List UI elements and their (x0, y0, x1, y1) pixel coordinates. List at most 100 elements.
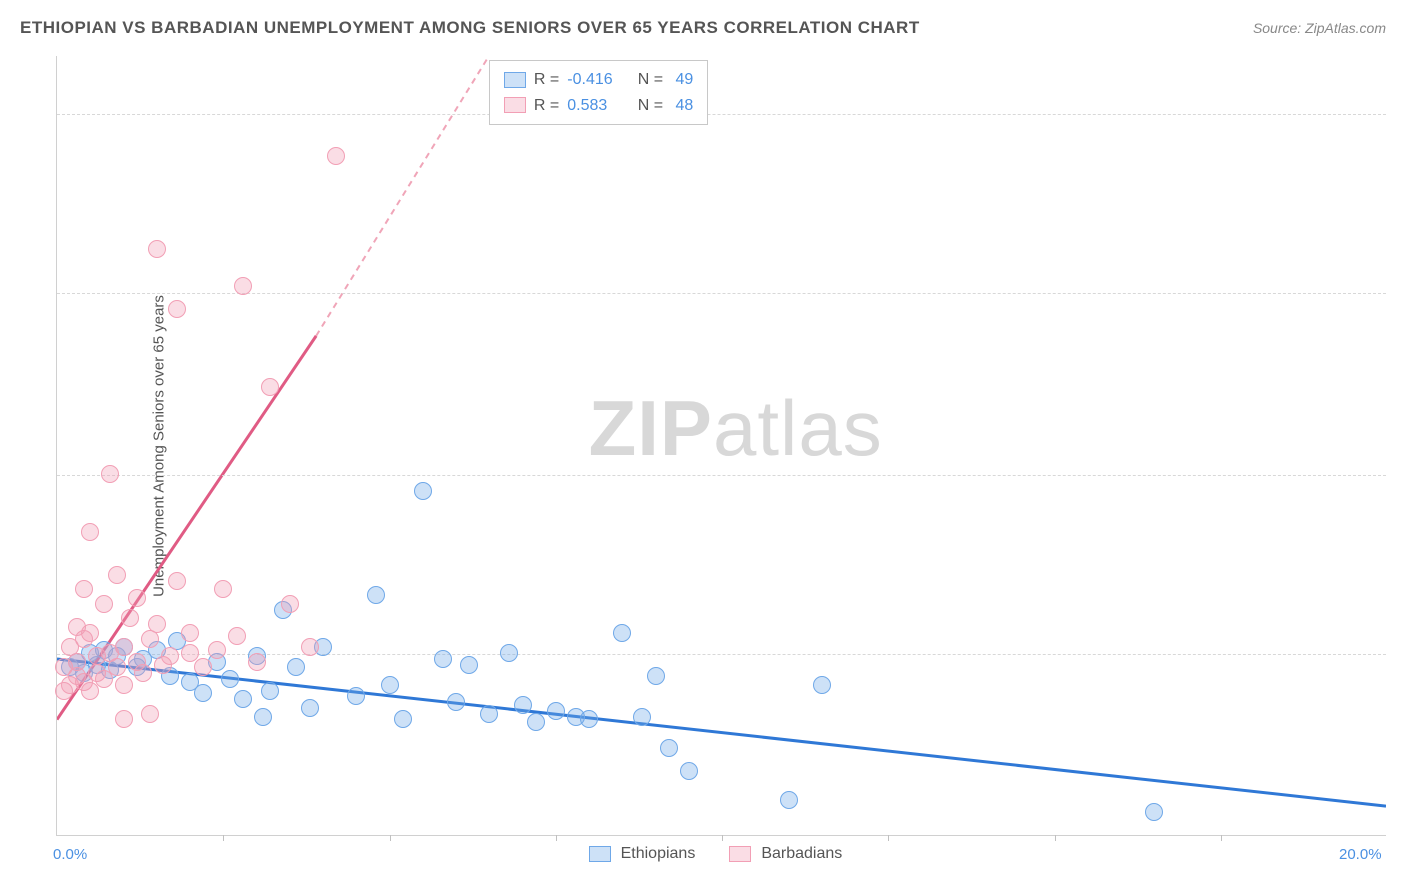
series-legend: Ethiopians Barbadians (589, 845, 867, 863)
data-point (281, 595, 299, 613)
legend-swatch (504, 97, 526, 113)
legend-r-label: R = (534, 93, 559, 119)
data-point (647, 667, 665, 685)
data-point (480, 705, 498, 723)
data-point (547, 702, 565, 720)
data-point (680, 762, 698, 780)
legend-n-value: 48 (671, 93, 693, 119)
x-tick (722, 835, 723, 841)
data-point (194, 658, 212, 676)
legend-row: R = -0.416 N = 49 (504, 67, 693, 93)
data-point (214, 580, 232, 598)
data-point (301, 699, 319, 717)
plot-area: ZIPatlas 6.3%12.5%18.8%25.0%0.0%20.0%R =… (56, 56, 1386, 836)
chart-title: ETHIOPIAN VS BARBADIAN UNEMPLOYMENT AMON… (20, 18, 920, 38)
y-tick-label: 18.8% (1394, 284, 1406, 301)
legend-r-value: 0.583 (567, 93, 625, 119)
watermark-light: atlas (713, 384, 883, 472)
y-tick-label: 6.3% (1394, 646, 1406, 663)
data-point (168, 300, 186, 318)
data-point (68, 653, 86, 671)
data-point (813, 676, 831, 694)
data-point (514, 696, 532, 714)
data-point (101, 465, 119, 483)
data-point (500, 644, 518, 662)
y-tick-label: 12.5% (1394, 466, 1406, 483)
data-point (181, 644, 199, 662)
x-tick (1221, 835, 1222, 841)
data-point (81, 624, 99, 642)
data-point (780, 791, 798, 809)
data-point (161, 647, 179, 665)
data-point (347, 687, 365, 705)
source-label: Source: ZipAtlas.com (1253, 20, 1386, 36)
data-point (141, 705, 159, 723)
x-tick (888, 835, 889, 841)
data-point (234, 277, 252, 295)
data-point (527, 713, 545, 731)
data-point (181, 624, 199, 642)
data-point (75, 580, 93, 598)
data-point (168, 572, 186, 590)
data-point (121, 609, 139, 627)
data-point (447, 693, 465, 711)
legend-r-label: R = (534, 67, 559, 93)
data-point (128, 589, 146, 607)
data-point (434, 650, 452, 668)
data-point (327, 147, 345, 165)
x-tick-label: 20.0% (1339, 846, 1382, 863)
data-point (254, 708, 272, 726)
data-point (115, 710, 133, 728)
data-point (148, 615, 166, 633)
data-point (613, 624, 631, 642)
data-point (234, 690, 252, 708)
data-point (460, 656, 478, 674)
legend-series-name: Barbadians (761, 845, 842, 863)
legend-swatch (589, 846, 611, 862)
data-point (134, 664, 152, 682)
x-tick (223, 835, 224, 841)
watermark-bold: ZIP (589, 384, 713, 472)
data-point (248, 653, 266, 671)
data-point (1145, 803, 1163, 821)
gridline (57, 293, 1386, 294)
data-point (414, 482, 432, 500)
gridline (57, 114, 1386, 115)
data-point (194, 684, 212, 702)
data-point (221, 670, 239, 688)
data-point (108, 566, 126, 584)
data-point (208, 641, 226, 659)
x-tick-label: 0.0% (53, 846, 87, 863)
legend-swatch (504, 72, 526, 88)
data-point (394, 710, 412, 728)
data-point (261, 682, 279, 700)
data-point (567, 708, 585, 726)
data-point (287, 658, 305, 676)
legend-r-value: -0.416 (567, 67, 625, 93)
legend-row: R = 0.583 N = 48 (504, 93, 693, 119)
data-point (633, 708, 651, 726)
legend-n-value: 49 (671, 67, 693, 93)
x-tick (390, 835, 391, 841)
data-point (95, 595, 113, 613)
data-point (148, 240, 166, 258)
legend-series-name: Ethiopians (621, 845, 696, 863)
data-point (108, 658, 126, 676)
gridline (57, 475, 1386, 476)
legend-swatch (729, 846, 751, 862)
x-tick (1055, 835, 1056, 841)
data-point (660, 739, 678, 757)
legend-n-label: N = (633, 67, 663, 93)
data-point (261, 378, 279, 396)
data-point (115, 638, 133, 656)
x-tick (556, 835, 557, 841)
watermark: ZIPatlas (589, 383, 883, 474)
data-point (115, 676, 133, 694)
data-point (381, 676, 399, 694)
data-point (81, 523, 99, 541)
y-tick-label: 25.0% (1394, 105, 1406, 122)
data-point (228, 627, 246, 645)
data-point (301, 638, 319, 656)
data-point (367, 586, 385, 604)
legend-n-label: N = (633, 93, 663, 119)
